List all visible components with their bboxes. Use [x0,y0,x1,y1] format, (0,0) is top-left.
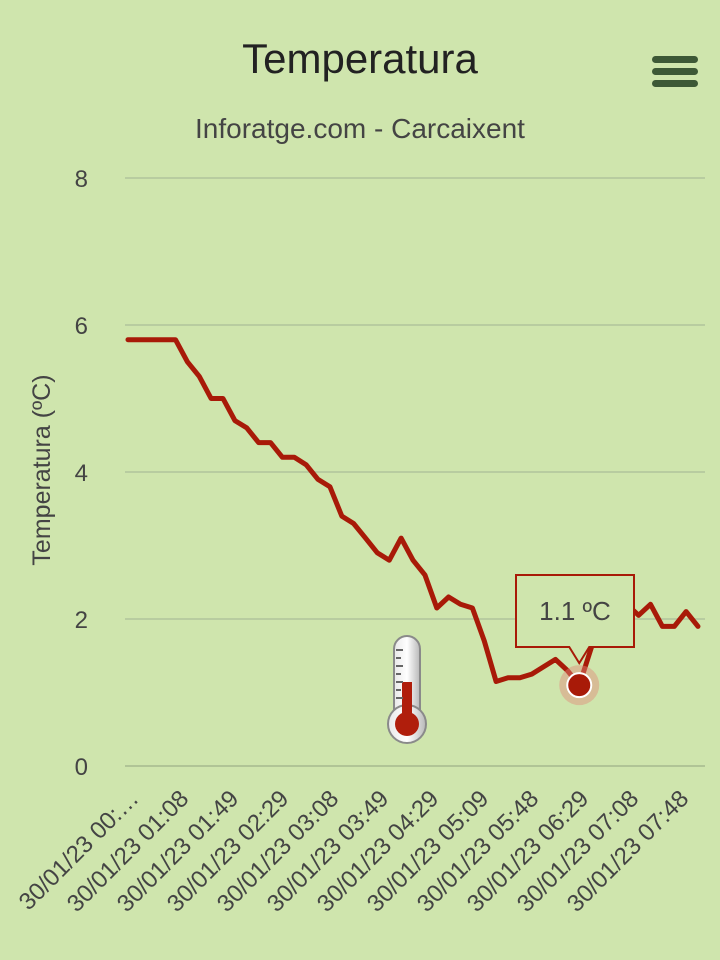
tooltip-box [515,574,635,666]
y-axis-label: Temperatura (ºC) [28,374,56,565]
chart-subtitle: Inforatge.com - Carcaixent [195,113,525,144]
chart-title: Temperatura [242,35,478,82]
y-tick-label: 6 [75,313,88,340]
hamburger-menu-icon[interactable] [652,56,698,92]
y-tick-label: 4 [75,460,88,487]
thermometer-icon [387,635,427,744]
y-axis-ticks: 0 2 4 6 8 [75,166,88,781]
y-tick-label: 0 [75,754,88,781]
data-tooltip: 1.1 ºC [515,574,635,666]
y-tick-label: 8 [75,166,88,193]
highlight-point[interactable] [566,672,593,699]
y-tick-label: 2 [75,607,88,634]
tooltip-text: 1.1 ºC [539,596,611,626]
